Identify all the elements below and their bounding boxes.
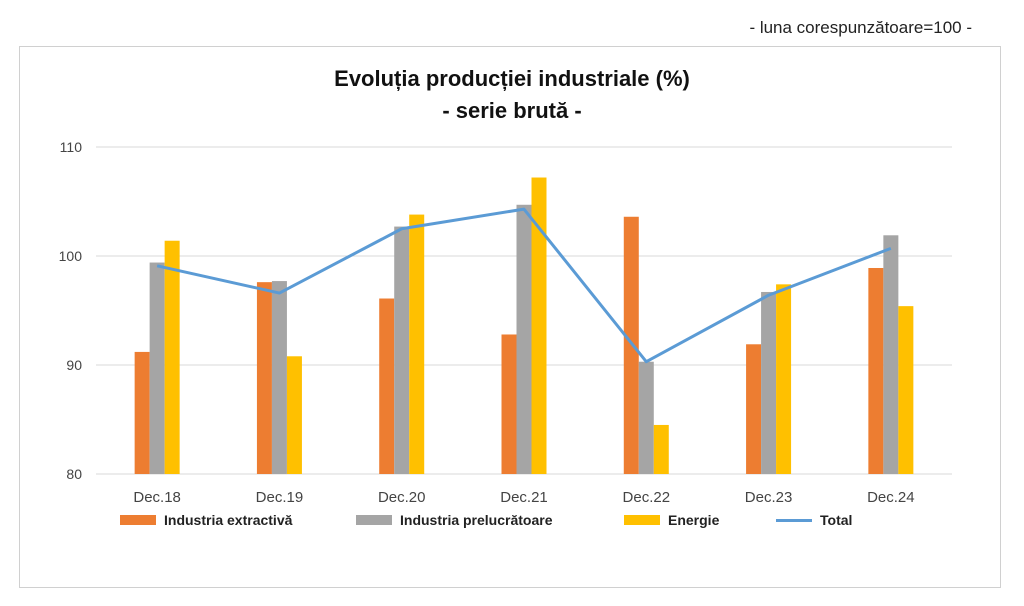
legend-swatch [120, 515, 156, 525]
series-line-total [156, 207, 892, 364]
bar [271, 281, 287, 474]
legend: Industria extractivă Industria prelucrăt… [0, 512, 1024, 534]
bar [501, 334, 517, 474]
legend-swatch [624, 515, 660, 525]
bar [286, 356, 302, 474]
legend-label: Industria prelucrătoare [400, 512, 553, 528]
bar [746, 344, 762, 474]
legend-label: Energie [668, 512, 720, 528]
chart-frame [19, 46, 1001, 588]
bar [256, 282, 272, 474]
bar [379, 298, 395, 474]
bar [531, 177, 547, 474]
bar [164, 240, 180, 474]
bar [516, 204, 532, 474]
base-note: - luna corespunzătoare=100 - [749, 18, 972, 37]
y-tick-label: 90 [66, 357, 82, 373]
bar [776, 284, 792, 474]
legend-label: Total [820, 512, 853, 528]
legend-item-total: Total [776, 512, 852, 528]
bar [638, 361, 654, 474]
legend-item-extractiva: Industria extractivă [120, 512, 292, 528]
chart-subtitle: - serie brută - [442, 98, 582, 123]
bar [394, 226, 410, 474]
chart-title: Evoluția producției industriale (%) [334, 66, 690, 91]
y-tick-label: 110 [60, 139, 83, 155]
x-tick-label: Dec.18 [133, 489, 181, 506]
x-tick-label: Dec.19 [256, 489, 304, 506]
legend-item-energie: Energie [624, 512, 719, 528]
x-tick-label: Dec.20 [378, 489, 426, 506]
bar [409, 214, 425, 474]
bar [883, 235, 899, 474]
x-tick-label: Dec.21 [500, 489, 548, 506]
bar [149, 262, 165, 474]
x-tick-label: Dec.24 [867, 489, 915, 506]
x-tick-label: Dec.23 [745, 489, 793, 506]
x-tick-label: Dec.22 [623, 489, 671, 506]
legend-label: Industria extractivă [164, 512, 293, 528]
y-tick-label: 100 [59, 248, 83, 264]
bar [134, 351, 150, 474]
bar [898, 306, 914, 474]
legend-item-prelucratoare: Industria prelucrătoare [356, 512, 553, 528]
bar [761, 291, 777, 474]
legend-swatch [356, 515, 392, 525]
y-tick-label: 80 [66, 466, 82, 482]
bar [653, 424, 669, 474]
legend-swatch [776, 518, 812, 522]
bar [868, 267, 884, 474]
